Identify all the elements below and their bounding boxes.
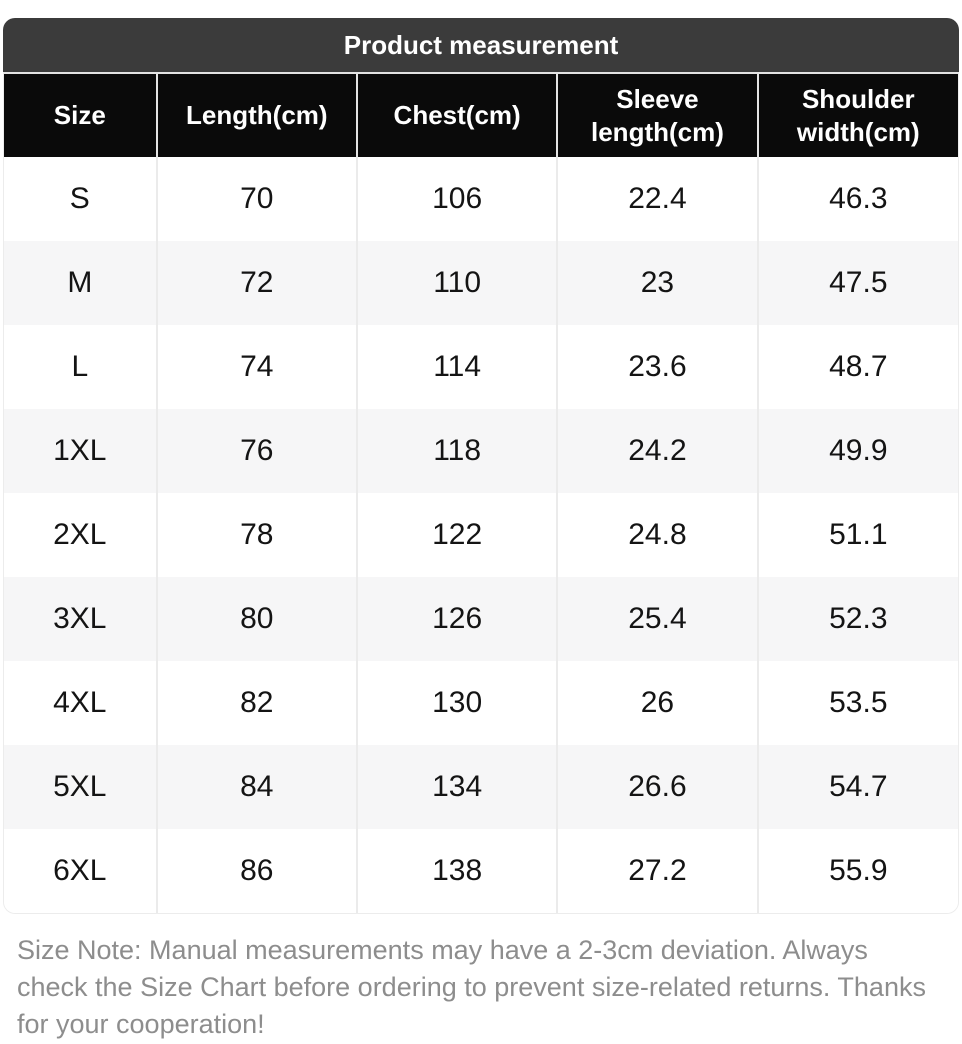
table-body: S 70 106 22.4 46.3 M 72 110 23 47.5 L 74 114 23.6 48.7…	[4, 157, 958, 913]
measurement-cell: 23.6	[556, 325, 758, 409]
measurement-cell: 126	[355, 577, 558, 661]
table-row: L 74 114 23.6 48.7	[4, 325, 958, 409]
measurement-cell: 51.1	[756, 493, 958, 577]
measurement-cell: 27.2	[556, 829, 758, 913]
size-cell: 1XL	[4, 409, 157, 493]
table-title-bar: Product measurement	[3, 18, 959, 72]
header-row: Size Length(cm) Chest(cm) Sleeve length(…	[4, 72, 958, 157]
size-cell: 4XL	[4, 661, 157, 745]
size-cell: L	[4, 325, 157, 409]
table-row: 1XL 76 118 24.2 49.9	[4, 409, 958, 493]
measurement-cell: 24.8	[556, 493, 758, 577]
header-shoulder-width: Shoulder width(cm)	[756, 72, 958, 157]
size-cell: 2XL	[4, 493, 157, 577]
measurement-table-wrap: Size Length(cm) Chest(cm) Sleeve length(…	[3, 72, 959, 914]
table-row: 2XL 78 122 24.8 51.1	[4, 493, 958, 577]
measurement-cell: 84	[155, 745, 357, 829]
size-note: Size Note: Manual measurements may have …	[17, 935, 926, 1039]
measurement-cell: 74	[155, 325, 357, 409]
measurement-cell: 23	[556, 241, 758, 325]
measurement-cell: 54.7	[756, 745, 958, 829]
measurement-cell: 72	[155, 241, 357, 325]
measurement-cell: 118	[355, 409, 558, 493]
measurement-cell: 26	[556, 661, 758, 745]
table-header: Size Length(cm) Chest(cm) Sleeve length(…	[4, 72, 958, 157]
measurement-cell: 49.9	[756, 409, 958, 493]
measurement-cell: 106	[355, 157, 558, 241]
measurement-cell: 76	[155, 409, 357, 493]
measurement-cell: 22.4	[556, 157, 758, 241]
measurement-cell: 53.5	[756, 661, 958, 745]
header-chest: Chest(cm)	[355, 72, 558, 157]
measurement-cell: 134	[355, 745, 558, 829]
measurement-cell: 26.6	[556, 745, 758, 829]
measurement-cell: 24.2	[556, 409, 758, 493]
table-row: S 70 106 22.4 46.3	[4, 157, 958, 241]
measurement-cell: 110	[355, 241, 558, 325]
size-cell: 6XL	[4, 829, 157, 913]
measurement-cell: 48.7	[756, 325, 958, 409]
measurement-cell: 78	[155, 493, 357, 577]
measurement-cell: 25.4	[556, 577, 758, 661]
measurement-cell: 52.3	[756, 577, 958, 661]
header-size: Size	[4, 72, 157, 157]
size-cell: 5XL	[4, 745, 157, 829]
table-row: 6XL 86 138 27.2 55.9	[4, 829, 958, 913]
measurement-cell: 80	[155, 577, 357, 661]
measurement-cell: 70	[155, 157, 357, 241]
measurement-cell: 114	[355, 325, 558, 409]
size-cell: 3XL	[4, 577, 157, 661]
table-row: 5XL 84 134 26.6 54.7	[4, 745, 958, 829]
table-row: 4XL 82 130 26 53.5	[4, 661, 958, 745]
header-sleeve-length: Sleeve length(cm)	[556, 72, 758, 157]
header-length: Length(cm)	[155, 72, 357, 157]
measurement-cell: 122	[355, 493, 558, 577]
table-title: Product measurement	[343, 29, 619, 60]
size-cell: S	[4, 157, 157, 241]
table-row: M 72 110 23 47.5	[4, 241, 958, 325]
measurement-cell: 82	[155, 661, 357, 745]
measurement-cell: 130	[355, 661, 558, 745]
size-cell: M	[4, 241, 157, 325]
table-row: 3XL 80 126 25.4 52.3	[4, 577, 958, 661]
measurement-cell: 47.5	[756, 241, 958, 325]
measurement-cell: 86	[155, 829, 357, 913]
measurement-table: Size Length(cm) Chest(cm) Sleeve length(…	[4, 72, 958, 913]
measurement-cell: 55.9	[756, 829, 958, 913]
measurement-cell: 46.3	[756, 157, 958, 241]
measurement-cell: 138	[355, 829, 558, 913]
